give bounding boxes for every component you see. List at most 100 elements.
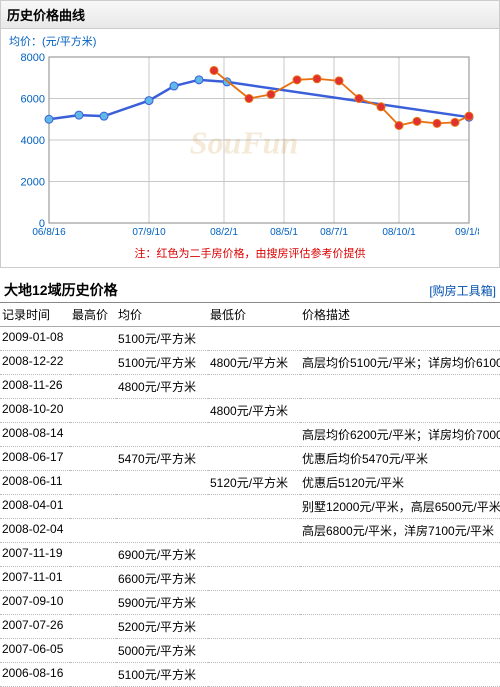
cell: 5100元/平方米 — [116, 663, 208, 687]
cell: 2007-06-05 — [0, 639, 70, 663]
table-row: 2009-01-08 5100元/平方米 — [0, 327, 500, 351]
table-row: 2006-08-16 5100元/平方米 — [0, 663, 500, 687]
cell — [70, 447, 116, 471]
col-header: 最低价 — [208, 303, 300, 327]
cell — [208, 327, 300, 351]
cell — [70, 591, 116, 615]
cell — [208, 639, 300, 663]
svg-text:08/2/1: 08/2/1 — [210, 227, 238, 238]
cell: 2008-06-11 — [0, 471, 70, 495]
cell — [70, 567, 116, 591]
cell: 2008-10-20 — [0, 399, 70, 423]
cell: 2008-06-17 — [0, 447, 70, 471]
table-title: 大地12域历史价格 — [4, 280, 118, 300]
table-row: 2007-11-19 6900元/平方米 — [0, 543, 500, 567]
toolbox-link[interactable]: [购房工具箱] — [429, 282, 496, 299]
cell — [208, 567, 300, 591]
cell — [208, 495, 300, 519]
cell — [300, 567, 500, 591]
cell — [70, 495, 116, 519]
cell: 2008-11-26 — [0, 375, 70, 399]
svg-text:8000: 8000 — [21, 52, 45, 64]
table-row: 2008-10-20 4800元/平方米 — [0, 399, 500, 423]
svg-text:06/8/16: 06/8/16 — [32, 227, 66, 238]
cell — [208, 615, 300, 639]
cell — [300, 327, 500, 351]
cell: 高层均价6200元/平米；详房均价7000元/平米 — [300, 423, 500, 447]
cell: 2008-12-22 — [0, 351, 70, 375]
cell — [300, 639, 500, 663]
cell — [116, 495, 208, 519]
cell — [70, 423, 116, 447]
cell: 5100元/平方米 — [116, 327, 208, 351]
cell: 2007-07-26 — [0, 615, 70, 639]
svg-text:08/5/1: 08/5/1 — [270, 227, 298, 238]
cell: 优惠后均价5470元/平米 — [300, 447, 500, 471]
cell — [208, 591, 300, 615]
svg-text:08/10/1: 08/10/1 — [382, 227, 416, 238]
cell: 高层6800元/平米，洋房7100元/平米 — [300, 519, 500, 543]
col-header: 价格描述 — [300, 303, 500, 327]
cell: 2007-11-01 — [0, 567, 70, 591]
cell: 2008-04-01 — [0, 495, 70, 519]
cell — [208, 423, 300, 447]
cell — [70, 639, 116, 663]
price-chart: 0200040006000800006/8/1607/9/1008/2/108/… — [9, 51, 479, 243]
table-row: 2008-06-115120元/平方米优惠后5120元/平米 — [0, 471, 500, 495]
cell — [300, 615, 500, 639]
table-row: 2008-12-22 5100元/平方米4800元/平方米高层均价5100元/平米… — [0, 351, 500, 375]
cell — [300, 663, 500, 687]
cell — [116, 519, 208, 543]
cell — [70, 327, 116, 351]
cell: 5000元/平方米 — [116, 639, 208, 663]
cell — [70, 663, 116, 687]
cell — [116, 399, 208, 423]
cell: 6900元/平方米 — [116, 543, 208, 567]
svg-text:08/7/1: 08/7/1 — [320, 227, 348, 238]
cell — [208, 375, 300, 399]
col-header: 均价 — [116, 303, 208, 327]
cell — [70, 519, 116, 543]
cell — [300, 591, 500, 615]
cell — [300, 399, 500, 423]
svg-text:6000: 6000 — [21, 94, 45, 106]
table-title-bar: 大地12域历史价格 [购房工具箱] — [0, 274, 500, 303]
cell: 高层均价5100元/平米；详房均价6100元/平米 — [300, 351, 500, 375]
cell: 5120元/平方米 — [208, 471, 300, 495]
cell — [116, 471, 208, 495]
cell: 5900元/平方米 — [116, 591, 208, 615]
chart-container: 均价：(元/平方米) 0200040006000800006/8/1607/9/… — [1, 29, 499, 267]
cell: 4800元/平方米 — [208, 351, 300, 375]
cell — [70, 399, 116, 423]
cell: 2006-08-16 — [0, 663, 70, 687]
cell — [300, 375, 500, 399]
panel-title: 历史价格曲线 — [1, 1, 499, 29]
cell: 6600元/平方米 — [116, 567, 208, 591]
chart-footnote: 注：红色为二手房价格，由搜房评估参考价提供 — [9, 243, 491, 267]
cell — [70, 543, 116, 567]
cell — [116, 423, 208, 447]
col-header: 最高价 — [70, 303, 116, 327]
table-row: 2007-06-05 5000元/平方米 — [0, 639, 500, 663]
table-row: 2008-11-264800元/平方米 — [0, 375, 500, 399]
price-history-panel: 历史价格曲线 均价：(元/平方米) 0200040006000800006/8/… — [0, 0, 500, 268]
cell — [208, 519, 300, 543]
table-row: 2008-04-01别墅12000元/平米，高层6500元/平米；详房200元/… — [0, 495, 500, 519]
cell: 4800元/平方米 — [208, 399, 300, 423]
y-axis-label: 均价：(元/平方米) — [9, 33, 491, 49]
table-row: 2007-09-105900元/平方米 — [0, 591, 500, 615]
cell: 5470元/平方米 — [116, 447, 208, 471]
svg-text:2000: 2000 — [21, 177, 45, 189]
cell: 2009-01-08 — [0, 327, 70, 351]
cell: 2007-11-19 — [0, 543, 70, 567]
price-history-table: 记录时间最高价均价最低价价格描述 2009-01-085100元/平方米2008… — [0, 303, 500, 687]
cell — [208, 663, 300, 687]
col-header: 记录时间 — [0, 303, 70, 327]
cell: 5200元/平方米 — [116, 615, 208, 639]
cell: 5100元/平方米 — [116, 351, 208, 375]
cell — [208, 543, 300, 567]
cell — [208, 447, 300, 471]
cell — [70, 375, 116, 399]
table-row: 2008-06-17 5470元/平方米 优惠后均价5470元/平米 — [0, 447, 500, 471]
cell — [70, 351, 116, 375]
